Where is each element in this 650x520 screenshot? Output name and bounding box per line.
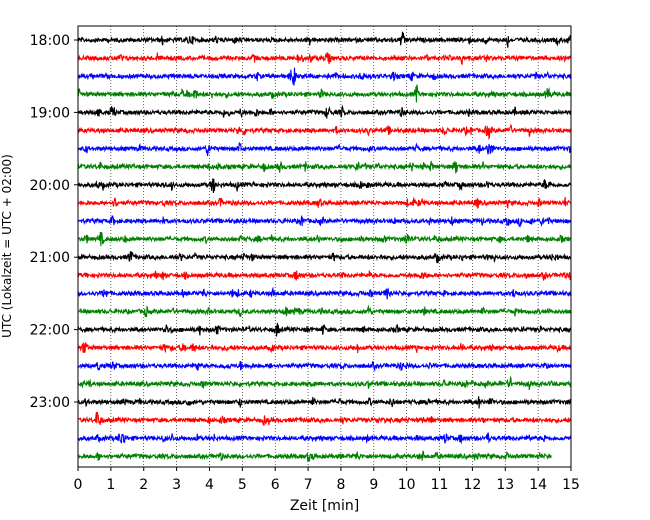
seismic-traces: [77, 31, 572, 463]
trace-row: [77, 432, 572, 445]
trace-row: [77, 142, 572, 157]
x-tick-label: 9: [369, 477, 378, 493]
y-tick-label: 22:00: [30, 323, 70, 339]
trace-row: [77, 286, 572, 300]
trace-row: [77, 375, 572, 391]
x-tick-label: 2: [139, 477, 148, 493]
trace-row: [77, 215, 572, 229]
x-tick-label: 13: [496, 477, 514, 493]
y-tick-label: 21:00: [30, 250, 70, 266]
trace-row: [77, 67, 572, 86]
x-tick-label: 3: [172, 477, 181, 493]
x-tick-label: 7: [304, 477, 313, 493]
trace-row: [77, 123, 572, 140]
trace-row: [77, 178, 572, 194]
x-tick-label: 0: [74, 477, 83, 493]
trace-row: [77, 231, 572, 247]
x-tick-label: 12: [463, 477, 481, 493]
trace-row: [77, 197, 572, 210]
trace-row: [77, 450, 552, 463]
x-tick-label: 4: [205, 477, 214, 493]
trace-row: [77, 411, 572, 426]
x-axis-title: Zeit [min]: [290, 498, 359, 514]
trace-row: [77, 270, 572, 281]
y-tick-label: 19:00: [30, 105, 70, 121]
x-tick-label: 14: [529, 477, 547, 493]
x-tick-label: 8: [336, 477, 345, 493]
x-tick-label: 11: [431, 477, 449, 493]
y-axis-title: UTC (Lokalzeit = UTC + 02:00): [0, 154, 14, 338]
y-tick-label: 18:00: [30, 33, 70, 49]
trace-row: [77, 251, 572, 264]
trace-row: [77, 52, 572, 66]
trace-row: [77, 104, 572, 119]
x-tick-label: 10: [398, 477, 416, 493]
trace-row: [77, 396, 572, 409]
trace-row: [77, 31, 572, 48]
y-tick-label: 23:00: [30, 395, 70, 411]
trace-row: [77, 341, 572, 354]
x-tick-label: 1: [106, 477, 115, 493]
y-axis: 18:00 19:00 20:00 21:00 22:00 23:00: [30, 33, 78, 411]
trace-row: [77, 304, 572, 318]
x-tick-label: 15: [562, 477, 580, 493]
x-tick-label: 5: [238, 477, 247, 493]
x-tick-label: 6: [271, 477, 280, 493]
trace-row: [77, 160, 572, 174]
trace-row: [77, 360, 572, 372]
trace-row: [77, 322, 572, 337]
y-tick-label: 20:00: [30, 178, 70, 194]
plot-frame: [77, 25, 572, 468]
x-axis: 0 1 2 3 4 5 6 7 8 9 10 11 12 13 14 15: [74, 467, 580, 493]
trace-row: [77, 84, 572, 103]
